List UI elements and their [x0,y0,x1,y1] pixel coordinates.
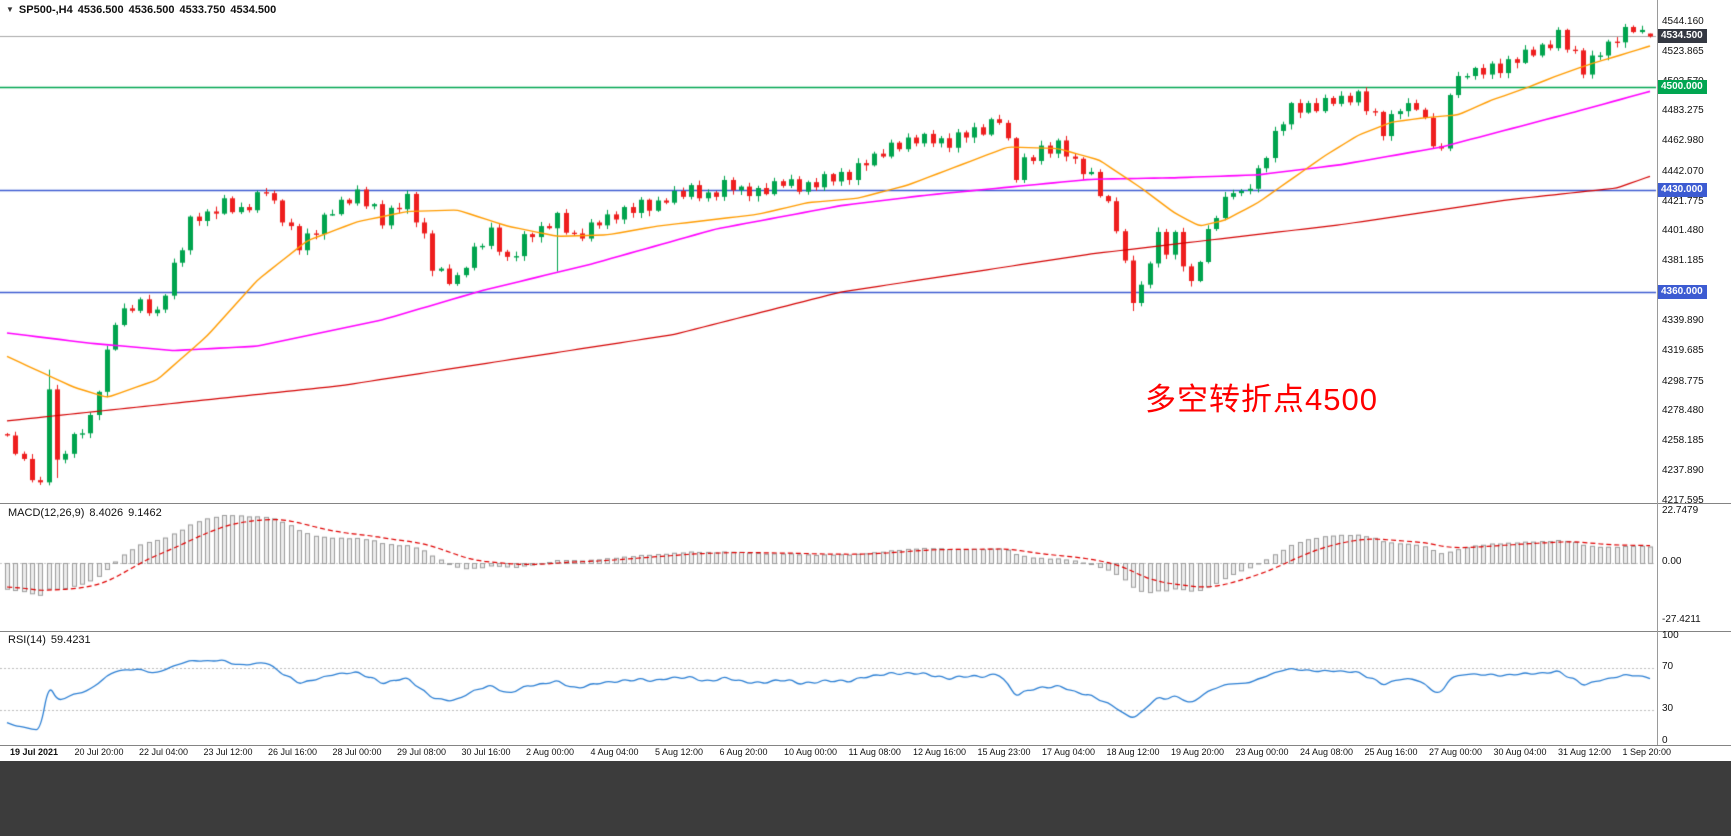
macd-indicator-pane-canvas[interactable] [0,503,1731,631]
time-axis-label: 1 Sep 20:00 [1622,747,1672,757]
rsi-scale-label: 0 [1662,735,1668,746]
time-axis-label: 18 Aug 12:00 [1106,747,1160,757]
price-axis-tick-label: 4483.275 [1662,105,1704,117]
time-axis-label: 30 Jul 16:00 [461,747,511,757]
symbol-period-label: SP500-,H4 [18,4,73,16]
time-axis-label: 15 Aug 23:00 [977,747,1031,757]
time-axis-label: 25 Aug 16:00 [1364,747,1418,757]
price-axis-tick-label: 4258.185 [1662,435,1704,447]
price-level-tag: 4430.000 [1658,182,1707,197]
bottom-panel [0,761,1731,836]
time-axis-label: 23 Aug 00:00 [1235,747,1289,757]
macd-scale-label: -27.4211 [1662,614,1701,625]
price-axis-tick-label: 4401.480 [1662,225,1704,237]
bid-price-tag: 4534.500 [1658,29,1707,44]
main-price-chart-canvas[interactable] [0,0,1731,503]
rsi-scale-label: 100 [1662,630,1679,641]
time-axis-label: 2 Aug 00:00 [526,747,575,757]
macd-name: MACD(12,26,9) [8,507,85,519]
chart-title-ohlc: ▼ SP500-,H4 4536.500 4536.500 4533.750 4534.5… [6,4,281,16]
macd-pane-label: MACD(12,26,9) 8.4026 9.1462 [8,507,167,519]
time-axis-label: 28 Jul 00:00 [332,747,382,757]
time-axis-label: 31 Aug 12:00 [1558,747,1612,757]
price-axis-tick-label: 4319.685 [1662,345,1704,357]
rsi-scale-label: 30 [1662,703,1674,714]
time-axis-label: 20 Jul 20:00 [74,747,124,757]
ohlc-close: 4534.500 [230,4,277,16]
price-axis-tick-label: 4237.890 [1662,464,1704,476]
rsi-value: 59.4231 [50,634,91,646]
time-axis-separator [0,745,1731,746]
time-axis-label: 23 Jul 12:00 [203,747,253,757]
time-axis-label: 4 Aug 04:00 [590,747,639,757]
price-axis-tick-label: 4523.865 [1662,46,1704,58]
price-axis-tick-label: 4544.160 [1662,16,1704,28]
time-axis-label: 6 Aug 20:00 [719,747,768,757]
rsi-name: RSI(14) [8,634,46,646]
time-axis-label: 26 Jul 16:00 [268,747,318,757]
price-axis-tick-label: 4421.775 [1662,195,1704,207]
price-level-tag: 4360.000 [1658,285,1707,299]
rsi-scale-label: 70 [1662,661,1674,672]
ohlc-low: 4533.750 [179,4,226,16]
price-axis-tick-label: 4339.890 [1662,315,1704,327]
ohlc-open: 4536.500 [77,4,124,16]
time-axis-label: 22 Jul 04:00 [139,747,189,757]
chart-text-annotation[interactable]: 多空转折点4500 [1145,382,1378,417]
macd-scale-label: 0.00 [1662,556,1682,567]
time-axis-label: 11 Aug 08:00 [848,747,901,757]
price-axis-tick-label: 4217.595 [1662,494,1704,506]
price-axis-tick-label: 4298.775 [1662,375,1704,387]
chart-symbol-icon: ▼ [6,5,14,14]
time-axis-label: 17 Aug 04:00 [1042,747,1096,757]
price-axis-tick-label: 4278.480 [1662,405,1704,417]
time-axis-label: 5 Aug 12:00 [655,747,704,757]
rsi-indicator-pane-canvas[interactable] [0,631,1731,745]
time-axis-label: 27 Aug 00:00 [1429,747,1483,757]
time-axis-label: 30 Aug 04:00 [1493,747,1547,757]
rsi-pane-label: RSI(14) 59.4231 [8,634,96,646]
macd-signal-value: 9.1462 [128,507,162,519]
price-axis-tick-label: 4442.070 [1662,165,1704,177]
time-axis-label: 29 Jul 08:00 [397,747,447,757]
time-axis-label: 19 Aug 20:00 [1171,747,1225,757]
ohlc-high: 4536.500 [128,4,175,16]
price-axis-tick-label: 4381.185 [1662,254,1704,266]
price-axis-border [1657,0,1658,745]
rsi-pane-separator[interactable] [0,631,1731,632]
time-axis-label: 12 Aug 16:00 [913,747,967,757]
macd-scale-label: 22.7479 [1662,505,1699,516]
time-axis-label: 10 Aug 00:00 [784,747,838,757]
price-axis-tick-label: 4462.980 [1662,135,1704,147]
macd-main-value: 8.4026 [89,507,124,519]
price-level-tag: 4500.000 [1658,80,1707,94]
time-axis-label: 24 Aug 08:00 [1300,747,1354,757]
time-axis-label: 19 Jul 2021 [10,747,59,757]
macd-pane-separator[interactable] [0,503,1731,504]
